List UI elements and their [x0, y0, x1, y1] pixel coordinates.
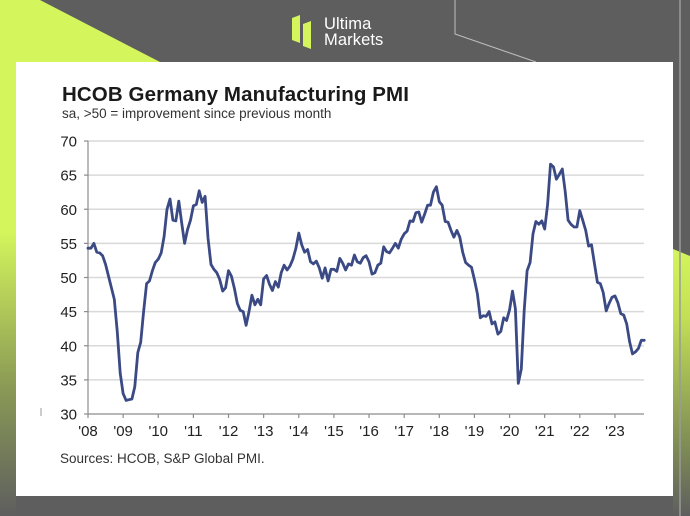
x-tick-label: '12: [219, 423, 239, 440]
chart-title: HCOB Germany Manufacturing PMI: [62, 83, 409, 106]
x-tick-label: '19: [465, 423, 485, 440]
brand-name-line2: Markets: [324, 31, 384, 49]
y-tick-label: 30: [60, 407, 77, 424]
x-tick-label: '20: [500, 423, 520, 440]
x-tick-label: '15: [324, 423, 344, 440]
ultima-markets-logo-icon: [292, 15, 311, 49]
chart-source: Sources: HCOB, S&P Global PMI.: [60, 451, 265, 466]
x-tick-label: '14: [289, 423, 309, 440]
y-tick-label: 45: [60, 304, 77, 321]
y-tick-label: 55: [60, 236, 77, 253]
axes: [40, 140, 644, 418]
x-tick-label: '18: [430, 423, 450, 440]
x-tick-label: '08: [78, 423, 98, 440]
x-tick-label: '17: [394, 423, 414, 440]
brand-logo: Ultima Markets: [292, 13, 383, 51]
x-tick-label: '21: [535, 423, 555, 440]
x-tick-label: '16: [359, 423, 379, 440]
decorative-line: [454, 0, 537, 63]
x-tick-label: '22: [570, 423, 590, 440]
gridlines: [88, 140, 644, 381]
y-tick-label: 70: [60, 134, 77, 151]
x-tick-label: '10: [148, 423, 168, 440]
chart-card: [16, 62, 673, 496]
brand-name-line1: Ultima: [324, 15, 372, 33]
y-axis-ticks: 30 35 40 45 50 55 60 65 70: [60, 134, 77, 424]
x-tick-label: '11: [184, 423, 202, 440]
y-tick-label: 65: [60, 168, 77, 185]
x-tick-label: '23: [605, 423, 625, 440]
series-line-pmi: [86, 162, 646, 402]
chart-subtitle: sa, >50 = improvement since previous mon…: [62, 106, 332, 121]
y-tick-label: 50: [60, 270, 77, 287]
right-accent-shape: [673, 249, 690, 516]
x-tick-label: '09: [113, 423, 133, 440]
series-group: [86, 162, 646, 402]
x-tick-label: '13: [254, 423, 274, 440]
y-tick-label: 40: [60, 338, 77, 355]
y-tick-label: 60: [60, 202, 77, 219]
x-axis-ticks: '08 '09 '10 '11 '12 '13 '14 '15 '16 '17 '18 '19 '20 '…: [78, 423, 625, 440]
y-tick-label: 35: [60, 372, 77, 389]
